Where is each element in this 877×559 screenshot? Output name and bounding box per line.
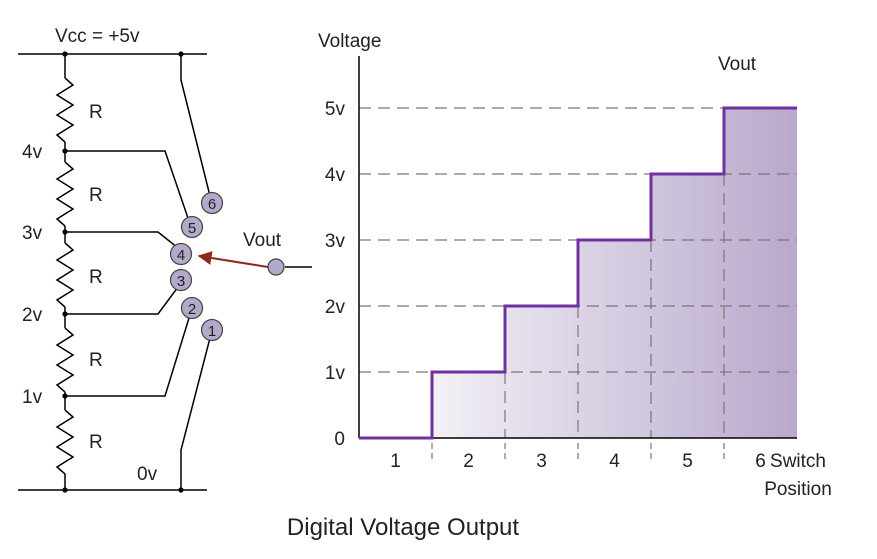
wire-contact-1	[180, 337, 211, 490]
x-tick-3: 3	[536, 451, 547, 472]
y-tick-2v: 2v	[325, 297, 346, 318]
output-terminal[interactable]	[267, 258, 285, 276]
contact-4[interactable]: 4	[169, 242, 193, 266]
contact-3[interactable]: 3	[169, 268, 193, 292]
svg-text:6: 6	[208, 196, 216, 213]
contact-6[interactable]: 6	[200, 191, 224, 215]
x-tick-5: 5	[682, 451, 693, 472]
junction-dots	[62, 51, 184, 493]
svg-text:2: 2	[188, 301, 196, 318]
resistor-label-5: R	[89, 432, 103, 453]
circuit	[18, 53, 312, 491]
x-tick-1: 1	[390, 451, 401, 472]
vcc-label: Vcc = +5v	[55, 26, 140, 47]
resistor-label-4: R	[89, 350, 103, 371]
tap-label-3v: 3v	[22, 223, 43, 244]
wire-contact-6	[180, 54, 211, 197]
resistor-label-1: R	[89, 102, 103, 123]
tap-label-1v: 1v	[22, 387, 43, 408]
resistor-2	[55, 161, 75, 227]
resistor-4	[55, 327, 75, 393]
contact-5[interactable]: 5	[180, 215, 204, 239]
ground-label: 0v	[137, 464, 158, 485]
contact-1[interactable]: 1	[200, 318, 224, 342]
svg-text:3: 3	[177, 273, 185, 290]
x-tick-labels: 1 2 3 4 5 6	[390, 451, 766, 472]
y-tick-labels: 0 1v 2v 3v 4v 5v	[325, 99, 346, 450]
resistor-3	[55, 242, 75, 308]
svg-text:5: 5	[188, 220, 196, 237]
resistor-1	[55, 77, 75, 143]
x-axis-title-line-2: Position	[764, 479, 832, 500]
contact-2[interactable]: 2	[180, 296, 204, 320]
wire-contact-3	[65, 286, 179, 315]
resistor-label-2: R	[89, 185, 103, 206]
vout-step-line	[359, 106, 797, 440]
y-tick-4v: 4v	[325, 165, 346, 186]
x-tick-6: 6	[755, 451, 766, 472]
x-tick-4: 4	[609, 451, 620, 472]
y-axis-title: Voltage	[318, 31, 381, 52]
x-axis-title-line-1: Switch	[770, 451, 826, 472]
x-tick-2: 2	[463, 451, 474, 472]
series-label-vout: Vout	[718, 54, 757, 75]
tap-label-2v: 2v	[22, 305, 43, 326]
wire-contact-4	[65, 231, 179, 249]
switch-contacts: 6 5 4 3 2 1	[169, 191, 285, 342]
vertical-gridlines	[504, 174, 725, 438]
wiper-arrow	[197, 251, 269, 268]
y-tick-0: 0	[334, 429, 345, 450]
step-chart: 0 1v 2v 3v 4v 5v 1 2 3 4 5 6 Voltage Vout Switch P…	[318, 31, 832, 500]
y-tick-5v: 5v	[325, 99, 346, 120]
wire-contact-2	[65, 317, 190, 397]
svg-text:1: 1	[208, 323, 216, 340]
output-label: Vout	[243, 230, 282, 251]
resistor-label-3: R	[89, 267, 103, 288]
svg-text:4: 4	[177, 247, 185, 264]
resistor-5	[55, 409, 75, 475]
wire-contact-5	[65, 150, 190, 222]
tap-label-4v: 4v	[22, 142, 43, 163]
y-tick-3v: 3v	[325, 231, 346, 252]
y-tick-1v: 1v	[325, 363, 346, 384]
caption: Digital Voltage Output	[287, 514, 519, 541]
x-axis-dividers	[431, 443, 725, 460]
